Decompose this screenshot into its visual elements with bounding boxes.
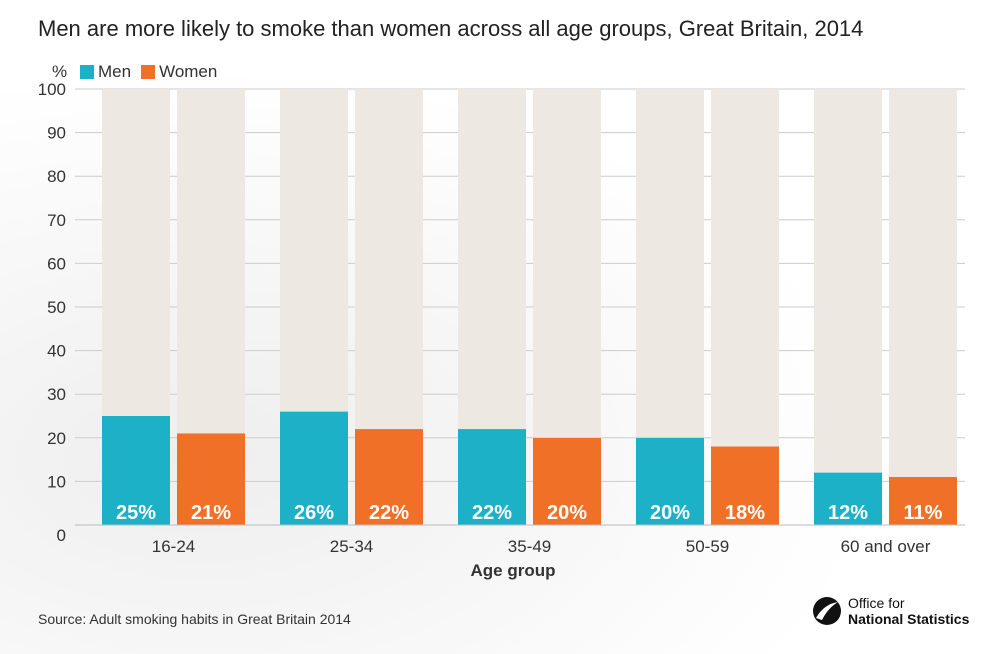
- bar-men: [458, 429, 526, 525]
- legend-item-women: Women: [141, 62, 217, 82]
- bar-background: [814, 89, 882, 525]
- data-label: 25%: [116, 502, 156, 524]
- y-tick-label: 10: [47, 472, 66, 491]
- source-note: Source: Adult smoking habits in Great Br…: [38, 611, 351, 627]
- bar-women: [889, 477, 957, 525]
- logo-line-2: National Statistics: [848, 611, 970, 627]
- bar-men: [280, 411, 348, 525]
- y-tick-label: 30: [47, 385, 66, 404]
- data-label: 21%: [191, 502, 231, 524]
- y-tick-label: 40: [47, 342, 66, 361]
- category-label: 35-49: [508, 537, 551, 556]
- ons-logo-icon: [813, 597, 841, 625]
- data-label: 11%: [904, 502, 943, 524]
- y-tick-label: 80: [47, 167, 66, 186]
- y-tick-label: 90: [47, 124, 66, 143]
- bar-women: [533, 437, 601, 525]
- category-label: 50-59: [686, 537, 729, 556]
- bar-women: [355, 429, 423, 525]
- ons-logo: Office for National Statistics: [812, 595, 969, 627]
- data-label: 26%: [294, 502, 334, 524]
- data-label: 18%: [725, 502, 765, 524]
- legend-item-men: Men: [80, 62, 131, 82]
- bar-women: [711, 446, 779, 525]
- data-label: 22%: [369, 502, 409, 524]
- y-tick-label: 70: [47, 211, 66, 230]
- y-tick-label: 0: [57, 526, 66, 545]
- legend: Men Women: [80, 62, 227, 82]
- data-label: 20%: [547, 502, 587, 524]
- category-label: 16-24: [152, 537, 195, 556]
- data-label: 20%: [650, 502, 690, 524]
- legend-label-men: Men: [98, 62, 132, 81]
- bar-men: [102, 416, 170, 525]
- y-tick-label: 50: [47, 298, 66, 317]
- y-tick-label: 60: [47, 254, 66, 273]
- x-axis-title: Age group: [470, 561, 556, 580]
- legend-label-women: Women: [159, 62, 218, 81]
- y-tick-label: 20: [47, 429, 66, 448]
- bar-men: [636, 437, 704, 525]
- data-label: 22%: [472, 502, 512, 524]
- logo-line-1: Office for: [848, 595, 905, 611]
- legend-swatch-women: [141, 65, 156, 79]
- bar-women: [177, 433, 245, 525]
- bar-background: [889, 89, 957, 525]
- category-label: 60 and over: [841, 537, 931, 556]
- category-label: 25-34: [330, 537, 373, 556]
- chart-title: Men are more likely to smoke than women …: [38, 16, 864, 41]
- bar-men: [814, 472, 882, 525]
- y-tick-label: 100: [38, 80, 66, 99]
- legend-swatch-men: [80, 65, 94, 79]
- data-label: 12%: [828, 502, 868, 524]
- y-unit-label: %: [52, 62, 68, 81]
